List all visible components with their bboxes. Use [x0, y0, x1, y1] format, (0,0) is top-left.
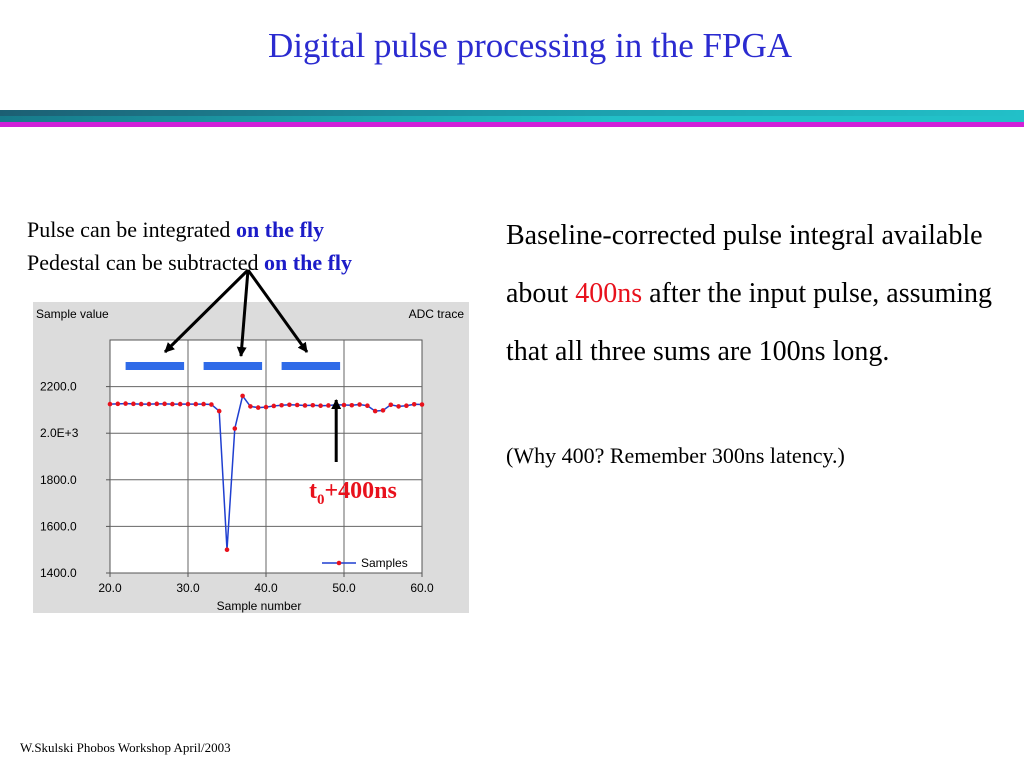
- sample-point: [185, 401, 191, 407]
- sample-point: [177, 401, 183, 407]
- x-tick-label: 30.0: [176, 581, 200, 595]
- chart-title-left: Sample value: [36, 307, 109, 321]
- sample-point: [302, 403, 308, 408]
- sample-point: [162, 401, 167, 407]
- chart-title-right: ADC trace: [409, 307, 465, 321]
- y-tick-label: 1800.0: [40, 473, 77, 487]
- t0-marker-label: t0+400ns: [309, 478, 397, 509]
- sample-point: [404, 403, 409, 409]
- x-tick-label: 60.0: [410, 581, 434, 595]
- sample-point: [170, 401, 175, 407]
- sample-point: [419, 402, 425, 407]
- x-tick-label: 40.0: [254, 581, 278, 595]
- sample-point: [396, 404, 401, 409]
- x-tick-label: 50.0: [332, 581, 356, 595]
- sample-point: [131, 401, 136, 407]
- sample-point: [349, 402, 355, 408]
- sample-point: [287, 402, 292, 408]
- left-note-line-1: Pulse can be integrated on the fly: [27, 213, 352, 246]
- y-tick-label: 1400.0: [40, 566, 77, 580]
- y-tick-label: 2.0E+3: [40, 426, 79, 440]
- t0-marker-label-main: t: [309, 478, 317, 504]
- header-rule-magenta: [0, 122, 1024, 127]
- sample-point: [248, 404, 253, 409]
- sample-point: [318, 403, 323, 409]
- sample-point: [279, 402, 284, 408]
- sample-point: [115, 401, 121, 407]
- t0-marker-label-tail: +400ns: [324, 478, 397, 504]
- footer: W.Skulski Phobos Workshop April/2003: [20, 740, 231, 756]
- left-note-line-1-emphasis: on the fly: [235, 217, 324, 242]
- pointer-arrow-window-1: [163, 268, 250, 354]
- y-tick-label: 2200.0: [40, 380, 77, 394]
- t0-marker-label-subscript: 0: [317, 491, 325, 508]
- sample-point: [154, 401, 160, 407]
- plot-layer: 20.0 30.0 40.0 50.0 60.0 1400.0 1600.0 1800.0 2.…: [36, 307, 464, 613]
- legend-marker: [336, 560, 342, 566]
- sample-point: [326, 403, 331, 408]
- right-paragraph-part-2: after the input pulse, assuming that all…: [506, 278, 993, 367]
- sample-point: [388, 402, 394, 408]
- sample-point: [232, 426, 238, 431]
- sample-point: [294, 402, 300, 408]
- sample-point: [255, 405, 261, 410]
- sample-point: [216, 408, 222, 414]
- integration-window-2: [203, 362, 263, 370]
- sample-point: [263, 404, 269, 410]
- x-tick-label: 20.0: [98, 581, 122, 595]
- sample-point: [240, 393, 245, 399]
- sample-point: [365, 403, 370, 409]
- sample-point: [357, 402, 362, 407]
- x-axis-label: Sample number: [217, 599, 302, 613]
- sample-point: [224, 547, 230, 552]
- slide-title: Digital pulse processing in the FPGA: [268, 26, 792, 65]
- y-tick-label: 1600.0: [40, 519, 77, 533]
- left-note: Pulse can be integrated on the fly Pedes…: [27, 213, 352, 279]
- right-note: (Why 400? Remember 300ns latency.): [506, 443, 845, 468]
- sample-point: [107, 401, 113, 407]
- sample-point: [209, 402, 214, 407]
- pointer-arrow-window-2: [236, 269, 250, 357]
- annotation-layer: [163, 268, 342, 462]
- pointer-arrow-window-3: [246, 269, 309, 353]
- sample-point: [310, 402, 316, 408]
- right-paragraph-highlight: 400ns: [575, 278, 643, 309]
- right-paragraph-part-1: Baseline-corrected pulse integral availa…: [506, 220, 983, 309]
- sample-point: [372, 408, 378, 414]
- integration-window-1: [125, 362, 185, 370]
- sample-point: [201, 401, 206, 407]
- right-paragraph: Baseline-corrected pulse integral availa…: [506, 207, 1006, 381]
- sample-point: [411, 402, 417, 407]
- sample-point: [341, 402, 347, 408]
- header-rule-cyan: [0, 116, 1024, 122]
- integration-window-3: [281, 362, 341, 370]
- legend-label-samples: Samples: [361, 556, 408, 570]
- sample-point: [146, 401, 152, 407]
- left-note-line-2-text: Pedestal can be subtracted: [27, 250, 265, 275]
- sample-point: [380, 408, 386, 413]
- sample-point: [123, 401, 128, 406]
- footer-text: W.Skulski Phobos Workshop April/2003: [20, 740, 231, 755]
- left-note-line-2: Pedestal can be subtracted on the fly: [27, 246, 352, 279]
- left-note-line-1-text: Pulse can be integrated: [27, 217, 236, 242]
- sample-point: [193, 401, 199, 407]
- sample-point: [271, 403, 277, 409]
- sample-point: [138, 401, 144, 407]
- left-note-line-2-emphasis: on the fly: [264, 250, 353, 275]
- header-rule-dark: [0, 110, 1024, 116]
